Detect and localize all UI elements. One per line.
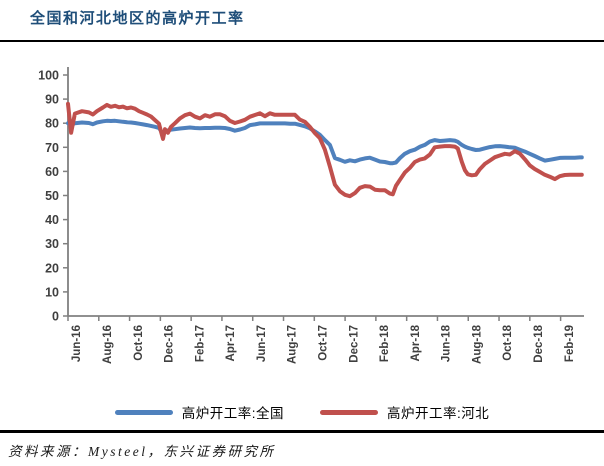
x-axis-tick-label: Apr-18 (410, 324, 422, 361)
x-axis-tick-label: Oct-17 (318, 325, 330, 361)
national-series-line (66, 118, 584, 166)
y-axis-tick-label: 50 (45, 189, 59, 203)
y-axis-tick-label: 10 (45, 285, 59, 299)
y-axis-tick-label: 60 (45, 165, 59, 179)
x-axis-tick-label: Jun-18 (441, 324, 453, 362)
x-axis-tick-label: Jun-16 (71, 325, 83, 362)
national-line-swatch (114, 409, 173, 415)
legend-item-national: 高炉开工率:全国 (114, 402, 284, 422)
x-axis-tick-label: Oct-18 (502, 324, 514, 360)
x-axis-tick-label: Dec-18 (533, 324, 545, 362)
source-note: 资料来源：Mysteel，东兴证券研究所 (8, 444, 276, 459)
y-axis-tick-label: 0 (52, 310, 59, 324)
y-axis-tick-label: 80 (45, 117, 59, 131)
legend-label-national: 高炉开工率:全国 (181, 406, 284, 421)
legend-item-hebei: 高炉开工率:河北 (320, 402, 489, 422)
x-axis-tick-label: Aug-16 (102, 325, 114, 364)
x-axis-tick-label: Dec-16 (164, 325, 176, 363)
line-chart: 0 10 20 30 40 50 60 70 80 90 100 Jun-16 Aug-16 Oct-16… (38, 67, 584, 364)
y-axis-tick-label: 90 (45, 93, 59, 107)
chart-legend: 高炉开工率:全国 高炉开工率:河北 (0, 399, 604, 425)
y-axis-tick-label: 40 (45, 213, 59, 227)
hebei-line-swatch (320, 409, 378, 415)
x-axis-tick-label: Feb-19 (564, 325, 576, 362)
y-axis-tick-label: 30 (45, 237, 59, 251)
x-axis-tick-label: Feb-17 (194, 325, 206, 362)
y-axis-tick-label: 20 (45, 261, 59, 275)
y-axis-tick-label: 70 (45, 141, 59, 155)
title-divider (0, 40, 604, 42)
footer-divider (0, 430, 604, 433)
x-axis-tick-label: Apr-17 (225, 325, 237, 361)
x-axis-tick-label: Oct-16 (133, 325, 145, 361)
x-axis-tick-label: Jun-17 (256, 325, 268, 362)
x-axis-tick-label: Feb-18 (379, 324, 391, 362)
y-axis-tick-label: 100 (38, 69, 59, 83)
hebei-series-line (66, 101, 584, 199)
page-title: 全国和河北地区的高炉开工率 (30, 10, 245, 27)
x-axis-tick-label: Aug-18 (471, 324, 483, 364)
legend-label-hebei: 高炉开工率:河北 (387, 406, 490, 421)
x-axis-tick-label: Aug-17 (287, 325, 299, 364)
x-axis-tick-label: Dec-17 (348, 325, 360, 363)
